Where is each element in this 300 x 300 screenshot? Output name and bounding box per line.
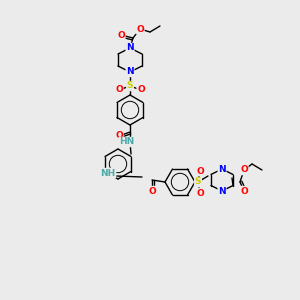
Text: O: O (240, 187, 248, 196)
Text: O: O (240, 166, 248, 175)
Text: O: O (115, 131, 123, 140)
Text: S: S (195, 178, 201, 187)
Text: S: S (127, 82, 133, 91)
Text: O: O (136, 25, 144, 34)
Text: O: O (137, 85, 145, 94)
Text: N: N (218, 187, 226, 196)
Text: O: O (117, 31, 125, 40)
Text: N: N (218, 164, 226, 173)
Text: O: O (148, 187, 156, 196)
Text: N: N (126, 44, 134, 52)
Text: O: O (196, 188, 204, 197)
Text: NH: NH (100, 169, 116, 178)
Text: O: O (196, 167, 204, 176)
Text: O: O (115, 85, 123, 94)
Text: N: N (126, 68, 134, 76)
Text: HN: HN (119, 137, 135, 146)
